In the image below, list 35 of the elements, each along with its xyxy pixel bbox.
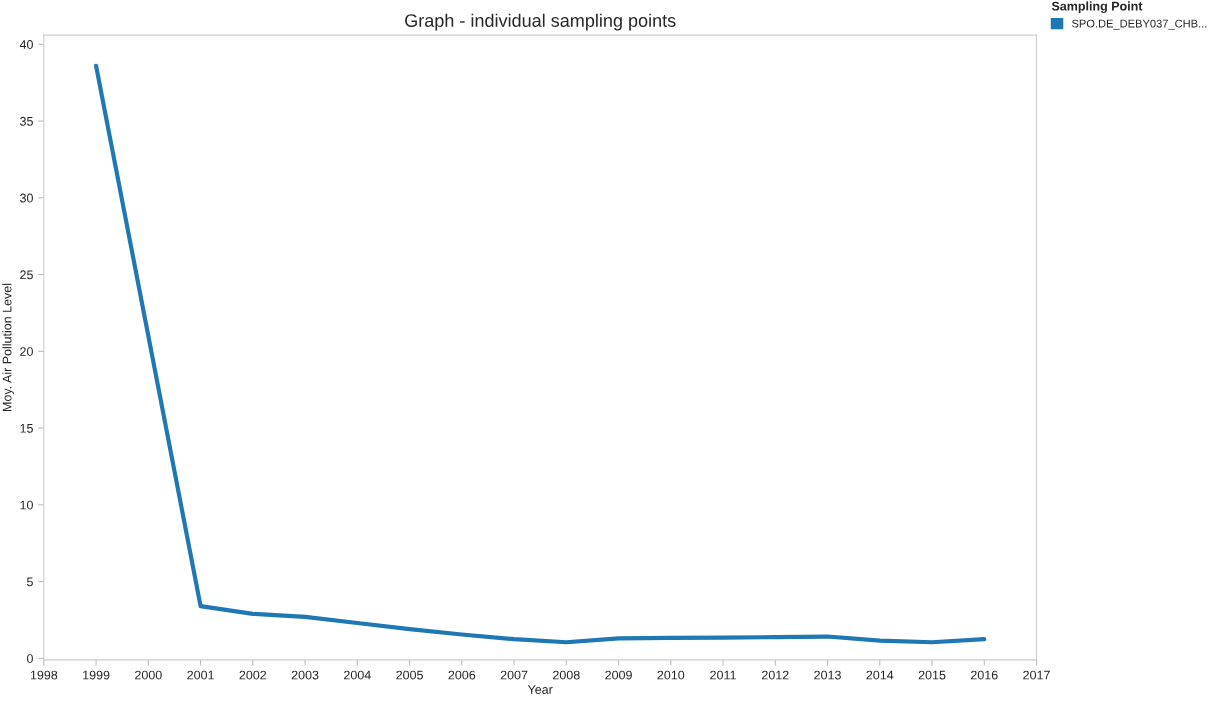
y-tick-label: 40 [19,40,33,49]
x-tick-label: 2004 [344,670,371,680]
x-tick-label: 2011 [710,670,736,680]
x-tick-label: 2006 [448,670,476,680]
y-tick-label: 20 [20,347,33,356]
legend-label: SPO.DE_DEBY037_CHB... [1071,19,1207,30]
x-axis-title: Year [527,685,553,694]
legend-title: Sampling Point [1051,1,1143,14]
x-tick-label: 2012 [762,670,789,680]
x-tick-label: 2005 [396,670,423,680]
y-tick-label: 5 [26,577,33,587]
x-tick-label: 2015 [918,670,946,680]
x-tick-label: 2008 [553,670,580,680]
x-tick-label: 2013 [814,670,841,680]
y-tick-label: 30 [20,193,33,203]
x-tick-label: 2000 [135,670,162,680]
y-axis-title: Moy. Air Pollution Level [2,283,14,411]
y-tick-label: 25 [20,270,33,280]
x-tick-label: 2009 [605,670,632,680]
x-tick-label: 2001 [187,670,214,680]
x-tick-label: 2007 [500,670,528,680]
line-series [94,63,987,645]
y-tick-label: 0 [26,654,33,663]
x-tick-label: 1998 [30,670,58,680]
y-tick-label: 10 [20,500,33,510]
x-tick-label: 2002 [239,670,267,680]
y-tick-label: 35 [20,116,33,126]
x-tick-label: 2003 [291,670,319,680]
x-tick-label: 1999 [83,670,110,680]
chart-title: Graph - individual sampling points [405,13,676,31]
x-tick-label: 2014 [866,670,894,680]
x-tick-label: 2017 [1023,670,1050,680]
x-tick-label: 2010 [657,670,685,680]
x-tick-label: 2016 [971,670,998,680]
y-tick-label: 15 [20,424,33,433]
